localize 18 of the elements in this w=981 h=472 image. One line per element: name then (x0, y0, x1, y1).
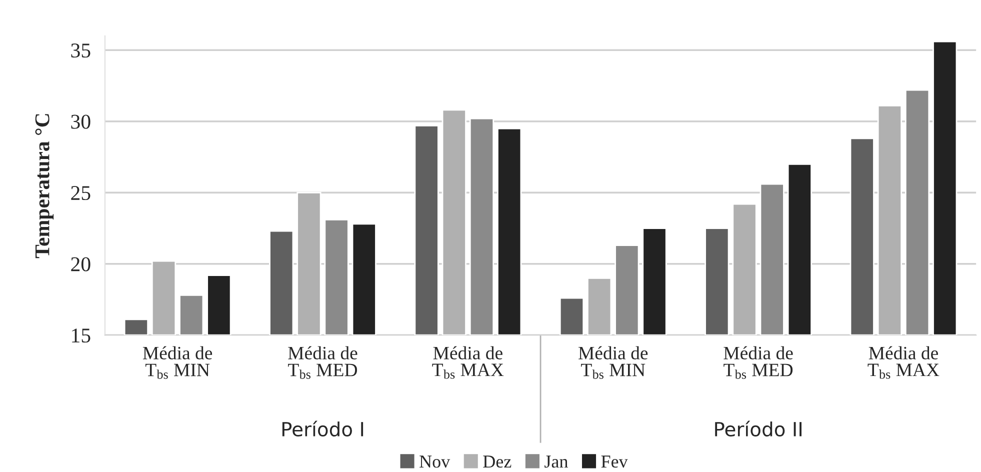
x-tick-label: Média de T$_{bs}$ MIN (142, 346, 212, 379)
legend-label: Dez (483, 456, 512, 468)
x-tick-label: Média de T$_{bs}$ MED (288, 346, 358, 379)
legend-label: Nov (420, 456, 450, 468)
legend-label: Fev (601, 456, 628, 468)
legend-label: Jan (544, 456, 568, 468)
y-tick-label: 15 (72, 328, 90, 343)
x-tick-label: Média de T$_{bs}$ MIN (578, 346, 648, 379)
y-tick-label: 20 (71, 257, 90, 272)
x-tick-label: Média de T$_{bs}$ MAX (432, 346, 504, 379)
y-tick-label: 35 (71, 44, 90, 58)
text: Período II (715, 420, 802, 437)
y-tick-label: 25 (71, 186, 90, 200)
text: Período I (282, 420, 364, 437)
x-tick-label: Média de T$_{bs}$ MED (724, 346, 793, 379)
x-tick-label: Média de T$_{bs}$ MAX (868, 346, 940, 379)
y-axis-title: Temperatura °C (35, 114, 54, 258)
y-tick-label: 30 (71, 114, 90, 129)
